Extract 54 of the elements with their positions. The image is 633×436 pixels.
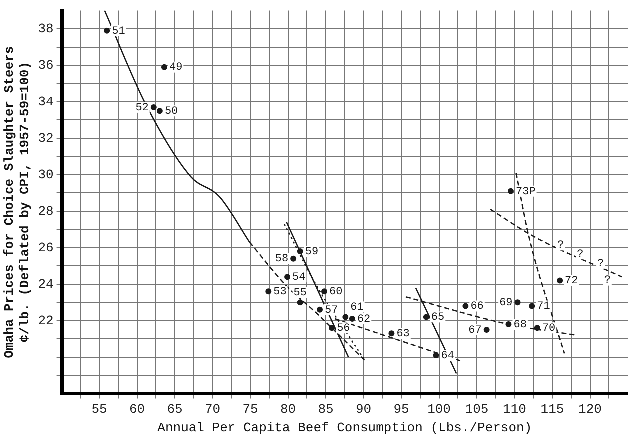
annotation: 49	[169, 62, 183, 74]
x-tick-label: 80	[280, 402, 296, 418]
annotation: 61	[350, 302, 364, 314]
x-tick-label: 115	[540, 402, 564, 418]
annotation: 69	[500, 298, 513, 310]
x-tick-label: 55	[92, 402, 108, 418]
annotation: 55	[294, 288, 307, 300]
x-tick-label: 105	[465, 402, 489, 418]
annotation: 68	[514, 319, 527, 332]
annotation: 65	[431, 312, 445, 324]
annotation: 64	[441, 350, 455, 362]
x-tick-label: 95	[394, 402, 410, 418]
y-tick-label: 34	[38, 94, 54, 110]
y-axis-title: Omaha Prices for Choice Slaughter Steers ¢/lb. (Deflated by CPI, 1957-59=100)	[2, 46, 33, 358]
annotation: 70	[542, 323, 556, 336]
x-tick-label: 120	[578, 402, 602, 418]
x-axis-title: Annual Per Capita Beef Consumption (Lbs./Person)	[158, 420, 532, 436]
y-tick-label: 30	[38, 167, 54, 182]
annotation: 57	[324, 304, 338, 317]
annotation: 54	[292, 272, 306, 284]
annotation: 59	[305, 246, 319, 258]
y-tick-label: 32	[38, 130, 54, 146]
annotation: 63	[396, 328, 410, 341]
annotation: 52	[136, 102, 149, 114]
annotation: ?	[604, 275, 611, 288]
y-tick-label: 26	[38, 240, 54, 256]
annotation: 71	[537, 301, 551, 314]
annotation: 73P	[516, 186, 536, 198]
x-tick-label: 85	[318, 402, 334, 418]
y-tick-label: 36	[38, 58, 54, 73]
annotation: 56	[337, 323, 350, 336]
annotation: 51	[112, 26, 126, 38]
y-tick-label: 38	[38, 21, 54, 36]
annotation: 58	[275, 254, 289, 266]
x-tick-label: 75	[242, 402, 258, 418]
annotation: ?	[598, 258, 604, 270]
x-tick-label: 60	[129, 402, 146, 418]
annotation: 66	[470, 301, 484, 314]
annotation: 60	[330, 286, 343, 299]
annotation: 72	[565, 276, 578, 288]
annotation: 67	[468, 324, 482, 337]
annotation: 50	[164, 106, 178, 118]
y-tick-label: 28	[38, 204, 54, 219]
annotation: 53	[274, 286, 287, 299]
x-tick-label: 100	[428, 402, 451, 418]
x-tick-label: 90	[356, 402, 372, 418]
annotation: ?	[577, 249, 584, 261]
y-tick-label: 22	[38, 313, 54, 328]
x-tick-label: 110	[503, 402, 526, 418]
x-tick-label: 70	[204, 402, 221, 418]
y-tick-label: 24	[38, 276, 54, 292]
x-tick-label: 65	[167, 402, 183, 418]
annotation: ?	[558, 240, 564, 252]
annotation: 62	[357, 314, 371, 326]
